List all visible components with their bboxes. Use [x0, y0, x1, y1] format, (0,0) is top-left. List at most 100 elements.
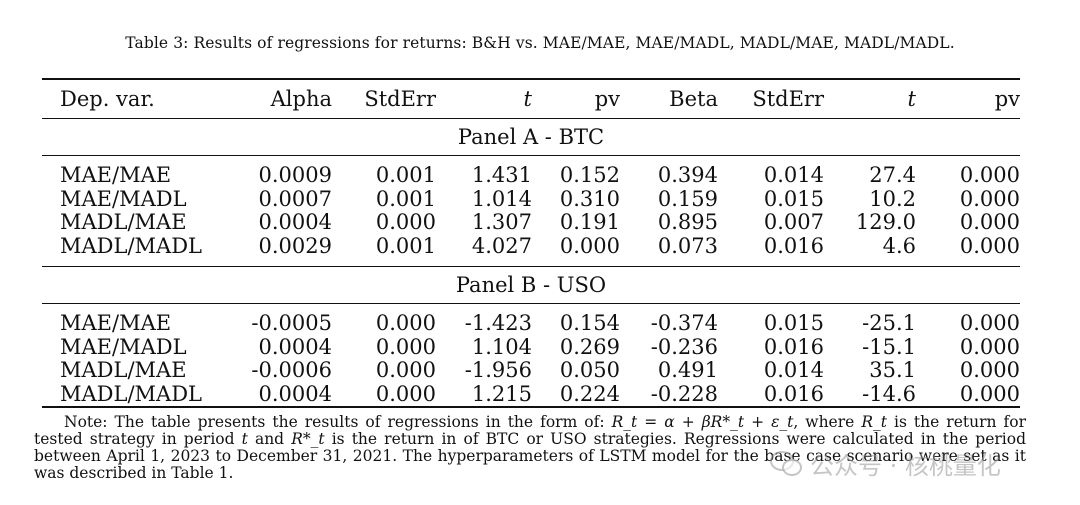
- cell-t-alpha: 1.014: [471, 186, 532, 211]
- cell-stderr-beta: 0.014: [763, 358, 824, 383]
- header-pv-beta: pv: [994, 87, 1020, 111]
- cell-t-beta: 10.2: [869, 186, 916, 211]
- cell-stderr-alpha: 0.001: [375, 233, 436, 258]
- cell-stderr-alpha: 0.001: [375, 163, 436, 188]
- cell-stderr-beta: 0.007: [763, 210, 824, 235]
- table-row: MAE/MADL 0.0004 0.000 1.104 0.269 -0.236 0.016…: [42, 334, 1020, 360]
- cell-dep-var: MADL/MADL: [60, 233, 202, 258]
- panel-b-title-row: Panel B - USO: [42, 266, 1020, 304]
- cell-alpha: 0.0004: [258, 334, 332, 359]
- cell-t-alpha: 1.307: [471, 210, 532, 235]
- panel-a-title: Panel A - BTC: [457, 125, 605, 149]
- cell-alpha: 0.0004: [258, 210, 332, 235]
- cell-pv-alpha: 0.152: [559, 163, 620, 188]
- cell-stderr-alpha: 0.000: [375, 334, 436, 359]
- table-row: MAE/MAE 0.0009 0.001 1.431 0.152 0.394 0.014 27…: [42, 164, 1020, 188]
- cell-dep-var: MADL/MADL: [60, 381, 202, 406]
- header-t-alpha: t: [523, 87, 532, 111]
- cell-alpha: 0.0029: [258, 233, 332, 258]
- cell-dep-var: MAE/MAE: [60, 311, 172, 336]
- cell-stderr-alpha: 0.001: [375, 186, 436, 211]
- header-stderr-beta: StdErr: [752, 87, 824, 111]
- header-beta: Beta: [669, 87, 718, 111]
- cell-stderr-alpha: 0.000: [375, 311, 436, 336]
- cell-pv-alpha: 0.000: [559, 233, 620, 258]
- cell-beta: -0.374: [650, 311, 718, 336]
- cell-beta: 0.394: [657, 163, 718, 188]
- cell-pv-beta: 0.000: [959, 381, 1020, 406]
- cell-stderr-alpha: 0.000: [375, 381, 436, 406]
- cell-dep-var: MAE/MADL: [60, 334, 187, 359]
- cell-t-beta: 129.0: [855, 210, 916, 235]
- cell-t-alpha: 1.215: [471, 381, 532, 406]
- cell-pv-beta: 0.000: [959, 233, 1020, 258]
- cell-beta: -0.228: [650, 381, 718, 406]
- table-row: MADL/MAE -0.0006 0.000 -1.956 0.050 0.491 0.01…: [42, 359, 1020, 383]
- note-rstar: R*_t: [291, 430, 325, 448]
- cell-t-beta: -14.6: [862, 381, 916, 406]
- header-alpha: Alpha: [270, 87, 332, 111]
- cell-pv-alpha: 0.269: [559, 334, 620, 359]
- cell-beta: 0.491: [657, 358, 718, 383]
- cell-t-beta: -25.1: [862, 311, 916, 336]
- cell-t-beta: 27.4: [869, 163, 916, 188]
- cell-t-alpha: 1.104: [471, 334, 532, 359]
- cell-stderr-beta: 0.015: [763, 186, 824, 211]
- cell-beta: 0.073: [657, 233, 718, 258]
- cell-pv-alpha: 0.154: [559, 311, 620, 336]
- note-text-3: is the return for tested strategy in per…: [34, 413, 1026, 448]
- table-row: MAE/MAE -0.0005 0.000 -1.423 0.154 -0.374 0.01…: [42, 312, 1020, 336]
- cell-beta: 0.159: [657, 186, 718, 211]
- results-table: Dep. var. Alpha StdErr t pv Beta StdErr …: [42, 78, 1020, 412]
- cell-stderr-beta: 0.014: [763, 163, 824, 188]
- cell-pv-beta: 0.000: [959, 334, 1020, 359]
- header-pv-alpha: pv: [594, 87, 620, 111]
- cell-dep-var: MADL/MAE: [60, 358, 187, 383]
- header-t-beta: t: [907, 87, 916, 111]
- table-caption: Table 3: Results of regressions for retu…: [125, 34, 955, 52]
- note-text-4: and: [247, 430, 292, 448]
- cell-pv-alpha: 0.310: [559, 186, 620, 211]
- note-text-2: , where: [793, 413, 862, 431]
- cell-t-beta: 4.6: [882, 233, 916, 258]
- header-stderr-alpha: StdErr: [364, 87, 436, 111]
- cell-t-alpha: -1.956: [464, 358, 532, 383]
- note-rt: R_t: [861, 413, 887, 431]
- cell-beta: -0.236: [650, 334, 718, 359]
- cell-alpha: 0.0009: [258, 163, 332, 188]
- cell-t-alpha: -1.423: [464, 311, 532, 336]
- note-t: t: [241, 430, 248, 448]
- note-formula: R_t = α + βR*_t + ε_t: [611, 413, 794, 431]
- note-text-1: Note: The table presents the results of …: [64, 413, 612, 431]
- cell-alpha: 0.0004: [258, 381, 332, 406]
- bottom-rule: [42, 407, 1020, 412]
- panel-a-title-row: Panel A - BTC: [42, 118, 1020, 156]
- table-row: MAE/MADL 0.0007 0.001 1.014 0.310 0.159 0.015 1…: [42, 186, 1020, 212]
- cell-dep-var: MADL/MAE: [60, 210, 187, 235]
- cell-t-beta: 35.1: [869, 358, 916, 383]
- cell-pv-alpha: 0.224: [559, 381, 620, 406]
- panel-a-rows: MAE/MAE 0.0009 0.001 1.431 0.152 0.394 0.014 27…: [42, 164, 1020, 258]
- table-row: MADL/MADL 0.0004 0.000 1.215 0.224 -0.228 0.01…: [42, 381, 1020, 408]
- cell-stderr-alpha: 0.000: [375, 210, 436, 235]
- cell-stderr-beta: 0.015: [763, 311, 824, 336]
- header-row: Dep. var. Alpha StdErr t pv Beta StdErr …: [42, 79, 1020, 119]
- cell-stderr-alpha: 0.000: [375, 358, 436, 383]
- cell-t-alpha: 1.431: [471, 163, 532, 188]
- cell-pv-alpha: 0.050: [559, 358, 620, 383]
- cell-alpha: -0.0005: [251, 311, 332, 336]
- cell-pv-beta: 0.000: [959, 210, 1020, 235]
- cell-pv-alpha: 0.191: [559, 210, 620, 235]
- cell-t-beta: -15.1: [862, 334, 916, 359]
- cell-t-alpha: 4.027: [471, 233, 532, 258]
- cell-dep-var: MAE/MADL: [60, 186, 187, 211]
- panel-b-title: Panel B - USO: [455, 273, 607, 297]
- table-row: MADL/MAE 0.0004 0.000 1.307 0.191 0.895 0.007 1…: [42, 211, 1020, 235]
- results-table-container: Dep. var. Alpha StdErr t pv Beta StdErr …: [42, 78, 1020, 412]
- table-row: MADL/MADL 0.0029 0.001 4.027 0.000 0.073 0.016…: [42, 233, 1020, 259]
- cell-alpha: -0.0006: [251, 358, 332, 383]
- cell-pv-beta: 0.000: [959, 311, 1020, 336]
- panel-b-rows: MAE/MAE -0.0005 0.000 -1.423 0.154 -0.374 0.01…: [42, 312, 1020, 407]
- cell-dep-var: MAE/MAE: [60, 163, 172, 188]
- cell-pv-beta: 0.000: [959, 163, 1020, 188]
